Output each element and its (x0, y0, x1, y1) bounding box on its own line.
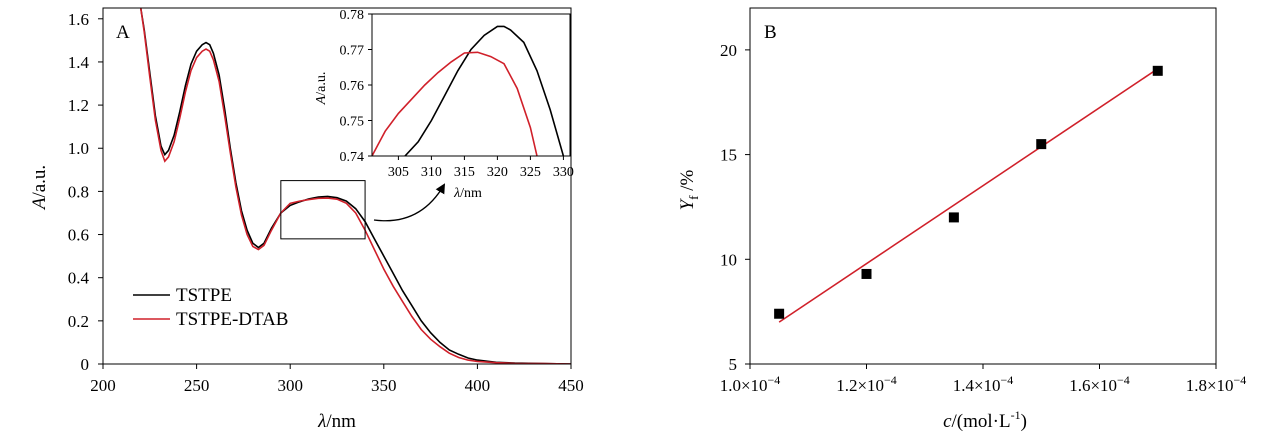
x-tick-label: 1.0×10−4 (720, 373, 781, 395)
series-line-tstpe-dtab (139, 8, 571, 364)
x-tick-label: 400 (465, 376, 491, 395)
x-tick-label: 200 (90, 376, 116, 395)
x-tick-label: 250 (184, 376, 210, 395)
y-tick-label: 10 (720, 250, 737, 269)
y-tick-label: 1.0 (68, 139, 89, 158)
y-tick-label: 1.6 (68, 10, 89, 29)
inset-x-tick-label: 315 (454, 165, 475, 180)
y-tick-label: 0.8 (68, 182, 89, 201)
x-tick-label: 1.8×10−4 (1186, 373, 1247, 395)
panel-a-y-ticks: 0 0.2 0.4 0.6 0.8 1.0 1.2 1.4 1.6 (68, 10, 103, 374)
x-tick-label: 450 (558, 376, 584, 395)
y-tick-label: 15 (720, 146, 737, 165)
x-tick-label: 300 (277, 376, 303, 395)
inset-y-tick-label: 0.76 (340, 79, 365, 94)
panel-b-y-axis-label: Yf /% (677, 169, 701, 210)
panel-b-data (774, 65, 1163, 323)
panel-b-x-ticks: 1.0×10−4 1.2×10−4 1.4×10−4 1.6×10−4 1.8×10−4 (720, 364, 1247, 395)
x-tick-label: 1.2×10−4 (836, 373, 897, 395)
y-tick-label: 5 (729, 355, 738, 374)
panel-a-x-axis-label: λ/nm (317, 411, 356, 432)
inset-x-tick-label: 320 (487, 165, 508, 180)
inset-y-ticks: 0.74 0.75 0.76 0.77 0.78 (340, 8, 372, 165)
inset-x-ticks: 305 310 315 320 325 330 (388, 156, 574, 180)
y-tick-label: 0.2 (68, 312, 89, 331)
inset: 305 310 315 320 325 330 0.740.750.760.770.78 … (314, 8, 574, 201)
legend: TSTPE TSTPE-DTAB (133, 285, 288, 330)
x-tick-label: 1.4×10−4 (953, 373, 1014, 395)
zoom-arrow (373, 183, 446, 222)
y-tick-label: 0 (81, 355, 90, 374)
panel-a-x-ticks: 200 250 300 350 400 450 (90, 364, 584, 395)
data-point (948, 212, 959, 223)
panel-a: 200 250 300 350 400 450 0 0.2 0.4 0.6 0.8 1.0 1.2 1.… (29, 7, 584, 432)
y-tick-label: 0.4 (68, 269, 90, 288)
y-tick-label: 1.2 (68, 96, 89, 115)
x-tick-label: 350 (371, 376, 397, 395)
inset-y-tick-label: 0.78 (340, 8, 365, 23)
zoom-box (280, 180, 366, 240)
x-tick-label: 1.6×10−4 (1069, 373, 1130, 395)
inset-y-tick-label: 0.75 (340, 115, 365, 130)
data-point (861, 268, 872, 279)
inset-series (372, 25, 565, 156)
panel-a-frame (102, 7, 572, 365)
inset-x-tick-label: 325 (520, 165, 541, 180)
inset-x-tick-label: 330 (553, 165, 574, 180)
panel-b-letter: B (764, 22, 777, 43)
panel-a-letter: A (116, 22, 130, 43)
inset-series-line-tstpe-dtab (372, 51, 538, 156)
y-tick-label: 1.4 (68, 53, 90, 72)
panel-a-y-axis-label: A/a.u. (29, 165, 50, 211)
legend-label-tstpe-dtab: TSTPE-DTAB (176, 309, 288, 330)
inset-x-axis-label: λ/nm (453, 186, 482, 201)
data-point (1036, 139, 1047, 150)
data-point (1152, 65, 1163, 76)
panel-a-series (139, 8, 571, 364)
inset-y-tick-label: 0.77 (340, 44, 365, 59)
inset-series-line-tstpe (404, 25, 565, 156)
panel-b: 1.0×10−4 1.2×10−4 1.4×10−4 1.6×10−4 1.8×10−4… (677, 7, 1247, 432)
inset-x-tick-label: 310 (421, 165, 442, 180)
fit-line (778, 68, 1159, 323)
panel-b-y-ticks: 5 10 15 20 (720, 41, 750, 374)
inset-background (372, 14, 570, 156)
data-point (774, 308, 785, 319)
panel-b-x-axis-label: c/(mol·L-1) (943, 408, 1027, 432)
inset-y-tick-label: 0.74 (340, 150, 365, 165)
y-tick-label: 0.6 (68, 226, 89, 245)
legend-label-tstpe: TSTPE (176, 285, 232, 306)
y-tick-label: 20 (720, 41, 737, 60)
inset-x-tick-label: 305 (388, 165, 409, 180)
inset-y-axis-label: A/a.u. (314, 72, 329, 106)
